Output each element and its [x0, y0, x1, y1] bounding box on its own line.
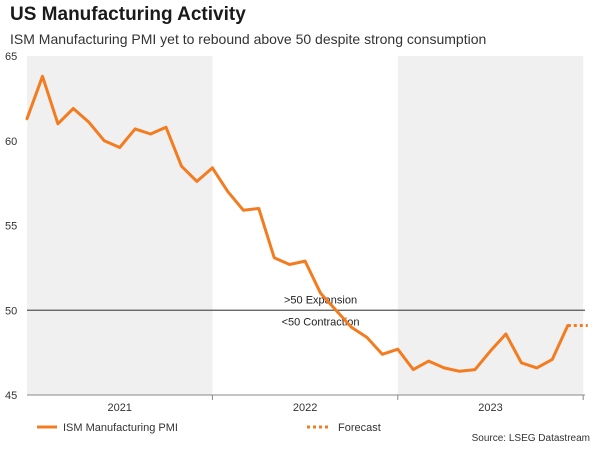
y-tick-label-55: 55 [5, 221, 17, 233]
chart-title: US Manufacturing Activity [10, 4, 246, 25]
shaded-year-band-1 [397, 56, 584, 395]
expansion-label: >50 Expansion [284, 294, 357, 306]
legend-pmi-label: ISM Manufacturing PMI [63, 422, 178, 434]
shaded-year-band-0 [27, 56, 213, 395]
legend-forecast-label: Forecast [338, 422, 381, 434]
pmi-series-line [25, 74, 570, 373]
y-tick-label-60: 60 [5, 136, 17, 148]
x-tick-label-2023: 2023 [478, 402, 502, 414]
source-note: Source: LSEG Datastream [471, 433, 590, 444]
x-tick-label-2022: 2022 [293, 402, 317, 414]
y-tick-label-50: 50 [5, 305, 17, 317]
y-tick-label-65: 65 [5, 51, 17, 63]
y-tick-label-45: 45 [5, 390, 17, 402]
contraction-label: <50 Contraction [282, 316, 360, 328]
x-tick-label-2021: 2021 [107, 402, 131, 414]
chart-subtitle: ISM Manufacturing PMI yet to rebound abo… [10, 31, 487, 47]
